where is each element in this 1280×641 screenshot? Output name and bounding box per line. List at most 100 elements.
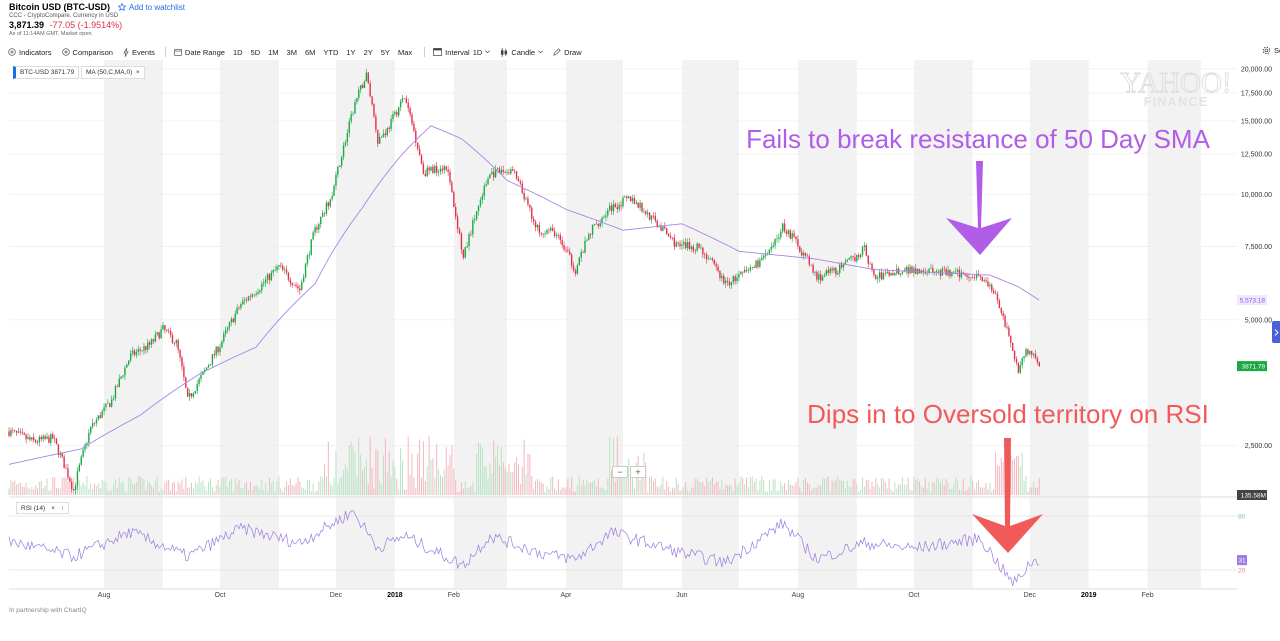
candle-body	[14, 430, 16, 432]
candle-body	[998, 300, 1001, 309]
candle-body	[734, 276, 736, 282]
volume-bar	[635, 462, 637, 495]
candle-body	[728, 281, 731, 286]
candle-body	[234, 313, 236, 323]
range-1d[interactable]: 1D	[232, 47, 243, 57]
volume-bar	[240, 488, 242, 495]
candle-body	[1010, 335, 1012, 343]
volume-bar	[555, 490, 557, 495]
volume-bar	[645, 462, 647, 495]
arrow-up-icon[interactable]: ↑	[61, 504, 65, 512]
close-icon[interactable]: ×	[51, 504, 55, 512]
ma-last-label: 5,573.18	[1240, 298, 1266, 305]
volume-bar	[755, 478, 757, 495]
zoom-in-button[interactable]: +	[630, 466, 646, 478]
volume-bar	[917, 478, 919, 495]
ma-legend[interactable]: MA (50,C,MA,0) ×	[81, 66, 145, 79]
candle-body	[865, 245, 868, 256]
range-ytd[interactable]: YTD	[323, 47, 339, 57]
volume-bar	[438, 469, 440, 495]
volume-bar	[1035, 487, 1037, 495]
candle-body	[477, 205, 480, 212]
settings-button[interactable]: Se	[1262, 46, 1280, 55]
volume-bar	[816, 487, 818, 495]
candle-body	[46, 436, 48, 439]
range-1m[interactable]: 1M	[268, 47, 279, 57]
volume-bar	[508, 463, 510, 495]
candle-body	[561, 240, 563, 246]
price-last-label-bg	[1237, 361, 1267, 372]
range-max[interactable]: Max	[397, 47, 413, 57]
volume-bar	[622, 469, 624, 495]
volume-bar	[346, 469, 348, 495]
candle-body	[905, 267, 907, 271]
candle-body	[491, 171, 493, 175]
range-2y[interactable]: 2Y	[363, 47, 373, 57]
panel-expand-tab[interactable]	[1272, 321, 1280, 343]
range-6m[interactable]: 6M	[304, 47, 316, 57]
add-to-watchlist-button[interactable]: Add to watchlist	[118, 3, 185, 12]
range-5d[interactable]: 5D	[250, 47, 261, 57]
close-icon[interactable]: ×	[135, 69, 140, 76]
draw-button[interactable]: Draw	[553, 48, 582, 57]
candle-body	[1029, 351, 1031, 355]
volume-bar	[114, 479, 116, 495]
volume-bar	[884, 482, 886, 495]
volume-bar	[417, 453, 419, 495]
candle-body	[804, 253, 807, 256]
volume-bar	[113, 484, 115, 495]
candle-body	[542, 233, 544, 235]
volume-bar	[145, 490, 147, 495]
candle-body	[839, 264, 841, 273]
volume-bar	[517, 464, 519, 495]
range-5y[interactable]: 5Y	[380, 47, 390, 57]
symbol-legend[interactable]: BTC-USD 3871.79	[13, 66, 80, 79]
volume-bar	[481, 447, 483, 495]
candle-body	[964, 273, 966, 276]
candle-body	[835, 268, 837, 275]
candle-body	[382, 133, 385, 137]
candle-body	[624, 196, 626, 198]
candle-body	[215, 346, 217, 356]
volume-bar	[92, 489, 94, 495]
candle-body	[107, 403, 109, 404]
candle-body	[743, 269, 746, 273]
rsi-legend[interactable]: RSI (14) × ↑	[16, 502, 70, 514]
volume-bar	[308, 479, 310, 495]
candle-body	[732, 276, 734, 283]
range-3m[interactable]: 3M	[286, 47, 297, 57]
candle-body	[202, 371, 204, 375]
arrow-down-icon	[946, 161, 1012, 255]
candle-body	[470, 233, 472, 235]
candle-body	[1004, 315, 1006, 327]
volume-bar	[457, 491, 459, 495]
candle-body	[650, 215, 653, 220]
volume-bar	[19, 482, 21, 495]
volume-bar	[265, 482, 267, 495]
candle-body	[854, 257, 856, 262]
comparison-button[interactable]: Comparison	[61, 48, 113, 57]
x-tick-label: Oct	[215, 592, 226, 599]
volume-bar	[392, 460, 394, 495]
candle-body	[913, 268, 915, 273]
candle-body	[392, 114, 394, 120]
interval-label: Interval	[445, 47, 470, 57]
candle-body	[61, 453, 63, 457]
candle-body	[816, 272, 818, 280]
candle-body	[1034, 353, 1037, 359]
volume-bar	[689, 491, 691, 495]
volume-bar	[470, 486, 472, 495]
interval-dropdown[interactable]: Interval 1D	[433, 47, 491, 57]
candle-body	[291, 283, 293, 285]
symbol-name: BTC-USD	[20, 69, 49, 76]
month-band	[913, 60, 973, 588]
range-1y[interactable]: 1Y	[346, 47, 356, 57]
events-button[interactable]: Events	[123, 48, 155, 57]
candle-body	[992, 290, 995, 294]
indicators-button[interactable]: Indicators	[8, 48, 52, 57]
settings-label: Se	[1274, 46, 1280, 55]
chart-type-dropdown[interactable]: Candle	[500, 47, 543, 57]
zoom-out-button[interactable]: −	[612, 466, 628, 478]
date-range-button[interactable]: Date Range	[174, 48, 225, 57]
